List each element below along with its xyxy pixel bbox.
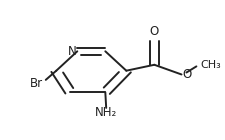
Text: Br: Br [29, 77, 43, 90]
Text: O: O [182, 68, 191, 81]
Text: O: O [149, 25, 158, 38]
Text: NH₂: NH₂ [95, 106, 117, 119]
Text: CH₃: CH₃ [199, 60, 220, 70]
Text: N: N [67, 45, 76, 58]
